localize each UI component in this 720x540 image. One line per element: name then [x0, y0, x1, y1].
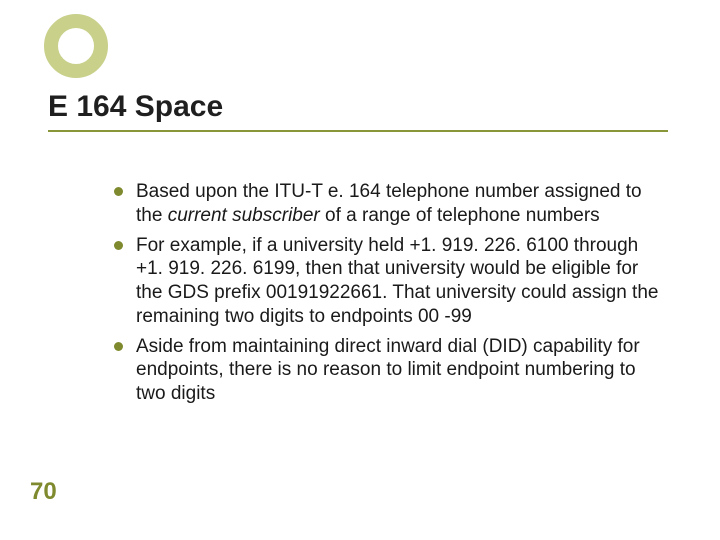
content-area: Based upon the ITU-T e. 164 telephone nu…: [110, 180, 660, 412]
list-item: Aside from maintaining direct inward dia…: [110, 335, 660, 406]
list-item: Based upon the ITU-T e. 164 telephone nu…: [110, 180, 660, 228]
bullet-text-pre: For example, if a university held +1. 91…: [136, 235, 658, 327]
page-number: 70: [30, 478, 57, 506]
accent-circle: [44, 14, 108, 78]
slide-title: E 164 Space: [48, 90, 223, 124]
bullet-text-pre: Aside from maintaining direct inward dia…: [136, 336, 640, 405]
slide: E 164 Space Based upon the ITU-T e. 164 …: [0, 0, 720, 540]
title-rule: [48, 130, 668, 132]
bullet-list: Based upon the ITU-T e. 164 telephone nu…: [110, 180, 660, 406]
bullet-text-italic: current subscriber: [168, 205, 320, 226]
list-item: For example, if a university held +1. 91…: [110, 234, 660, 329]
bullet-text-post: of a range of telephone numbers: [320, 205, 600, 226]
